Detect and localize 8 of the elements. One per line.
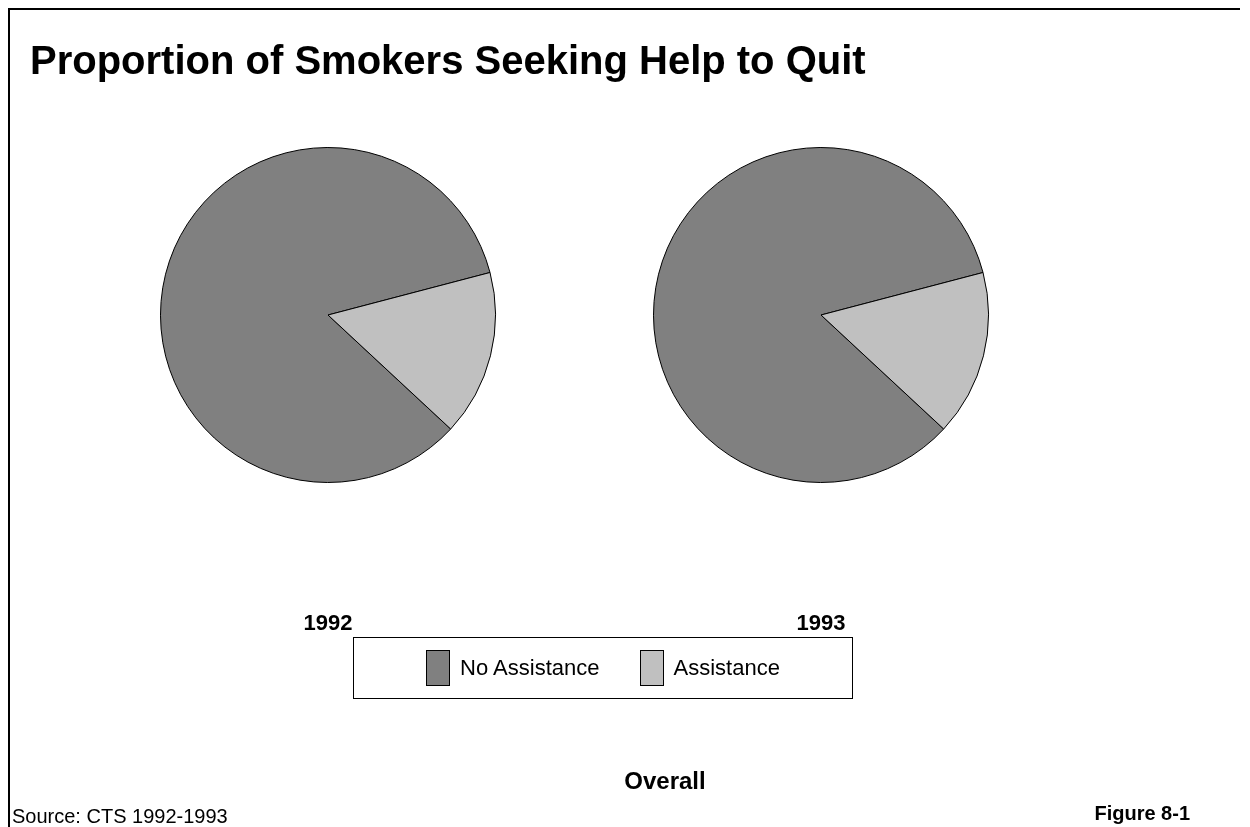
caption: Figure 8-1	[1093, 802, 1190, 825]
legend-label: No Assistance	[460, 655, 600, 681]
legend-label: Assistance	[673, 655, 780, 681]
slice-label: 1992	[302, 610, 354, 636]
text: Overall	[623, 767, 707, 795]
slice-label: 1993	[795, 610, 847, 636]
source-note: Source: CTS 1992-1993	[12, 805, 228, 827]
chart-title: Proportion of Smokers Seeking Help to Quit	[30, 38, 866, 83]
